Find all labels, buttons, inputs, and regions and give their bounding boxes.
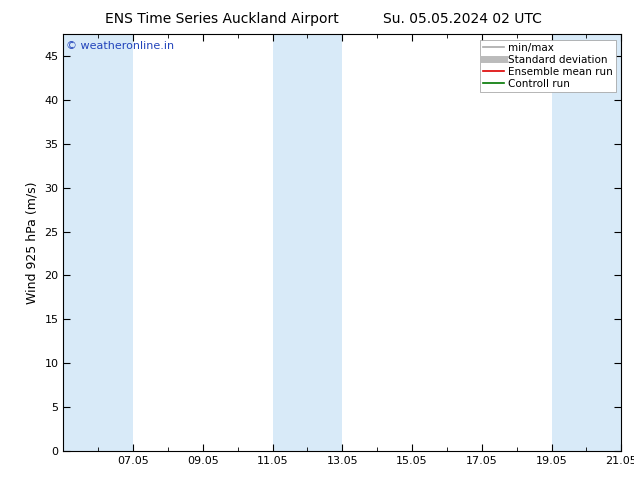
Text: © weatheronline.in: © weatheronline.in xyxy=(66,41,174,50)
Bar xyxy=(63,34,133,451)
Y-axis label: Wind 925 hPa (m/s): Wind 925 hPa (m/s) xyxy=(26,181,39,304)
Text: ENS Time Series Auckland Airport: ENS Time Series Auckland Airport xyxy=(105,12,339,26)
Text: Su. 05.05.2024 02 UTC: Su. 05.05.2024 02 UTC xyxy=(384,12,542,26)
Bar xyxy=(273,34,342,451)
Legend: min/max, Standard deviation, Ensemble mean run, Controll run: min/max, Standard deviation, Ensemble me… xyxy=(480,40,616,92)
Bar xyxy=(552,34,621,451)
